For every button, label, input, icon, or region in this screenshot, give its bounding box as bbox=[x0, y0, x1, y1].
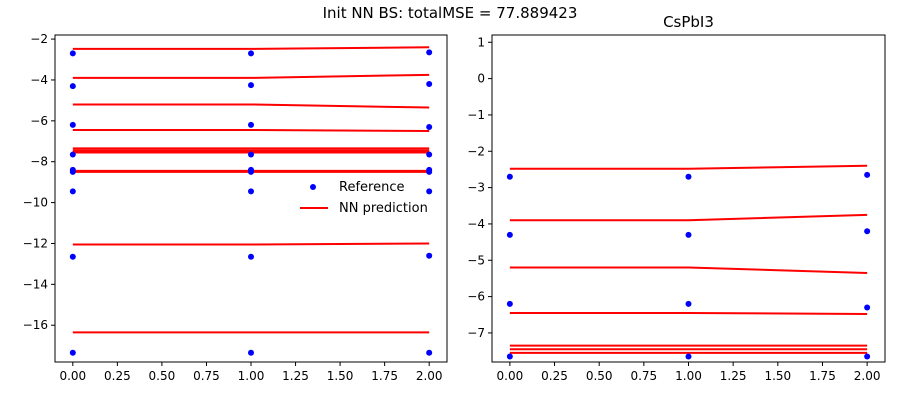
x-tick-label: 1.25 bbox=[720, 369, 747, 383]
x-tick-label: 0.25 bbox=[541, 369, 568, 383]
reference-point bbox=[685, 173, 692, 180]
y-tick-label: −12 bbox=[23, 236, 48, 250]
y-tick-label: −8 bbox=[30, 155, 48, 169]
prediction-line bbox=[72, 103, 430, 109]
reference-point bbox=[248, 166, 254, 173]
figure-suptitle: Init NN BS: totalMSE = 77.889423 bbox=[322, 4, 578, 22]
x-tick-label: 1.50 bbox=[764, 369, 791, 383]
y-tick-label: −4 bbox=[467, 217, 485, 231]
prediction-line bbox=[72, 73, 430, 79]
x-tick-label: 0.25 bbox=[104, 369, 131, 383]
prediction-line bbox=[72, 46, 430, 50]
x-tick-label: 0.75 bbox=[630, 369, 657, 383]
y-tick-label: −7 bbox=[467, 326, 485, 340]
y-tick-label: −3 bbox=[467, 181, 485, 195]
x-tick-label: 1.75 bbox=[809, 369, 836, 383]
plot-area bbox=[69, 46, 433, 356]
left-panel: 0.00 0.25 0.50 0.75 1.00 1.25 1.50 1.75 2.00 −16 −… bbox=[23, 32, 448, 383]
reference-point bbox=[685, 300, 692, 307]
reference-point bbox=[426, 188, 433, 195]
y-tick-label: −2 bbox=[467, 144, 485, 158]
x-tick-label: 0.75 bbox=[193, 369, 220, 383]
prediction-line bbox=[72, 242, 430, 246]
y-tick-label: −2 bbox=[30, 32, 48, 46]
y-tick-label: 1 bbox=[477, 35, 485, 49]
x-tick-label: 0.00 bbox=[59, 369, 86, 383]
y-tick-label: 0 bbox=[477, 72, 485, 86]
reference-point bbox=[248, 82, 254, 89]
plot-area bbox=[506, 164, 871, 360]
y-tick-label: −1 bbox=[467, 108, 485, 122]
reference-point bbox=[69, 83, 76, 90]
reference-point bbox=[426, 123, 433, 130]
prediction-line bbox=[72, 129, 430, 133]
reference-point bbox=[506, 300, 513, 307]
panel-title: CsPbI3 bbox=[663, 13, 714, 31]
x-tick-label: 1.75 bbox=[371, 369, 398, 383]
reference-point bbox=[864, 228, 871, 235]
reference-point bbox=[69, 50, 76, 57]
x-tick-label: 1.00 bbox=[675, 369, 702, 383]
reference-point bbox=[69, 188, 76, 195]
right-panel-cspbi3: 0.00 0.25 0.50 0.75 1.00 1.25 1.50 1.75 2.00 −7 −6… bbox=[467, 13, 886, 383]
reference-point bbox=[506, 353, 513, 360]
reference-point bbox=[864, 353, 871, 360]
prediction-line bbox=[509, 213, 868, 222]
x-tick-label: 2.00 bbox=[854, 369, 881, 383]
x-tick-label: 0.00 bbox=[497, 369, 524, 383]
reference-point bbox=[426, 81, 433, 88]
y-tick-label: −5 bbox=[467, 253, 485, 267]
legend-reference-label: Reference bbox=[339, 180, 404, 195]
legend-reference-marker bbox=[310, 184, 316, 190]
y-tick-label: −6 bbox=[467, 290, 485, 304]
reference-point bbox=[864, 304, 871, 311]
reference-point bbox=[69, 151, 76, 158]
reference-point bbox=[426, 252, 433, 259]
y-tick-label: −4 bbox=[30, 73, 48, 87]
reference-point bbox=[426, 166, 433, 173]
y-tick-label: −10 bbox=[23, 196, 48, 210]
reference-point bbox=[426, 151, 433, 158]
y-tick-label: −16 bbox=[23, 318, 48, 332]
x-tick-label: 1.00 bbox=[238, 369, 265, 383]
reference-point bbox=[248, 121, 254, 128]
y-tick-label: −6 bbox=[30, 114, 48, 128]
reference-point bbox=[69, 349, 76, 356]
reference-point bbox=[426, 49, 433, 56]
reference-point bbox=[248, 349, 254, 356]
reference-point bbox=[685, 231, 692, 238]
reference-point bbox=[506, 173, 513, 180]
reference-point bbox=[426, 349, 433, 356]
x-tick-label: 1.25 bbox=[282, 369, 309, 383]
reference-point bbox=[69, 166, 76, 173]
x-tick-label: 0.50 bbox=[586, 369, 613, 383]
x-tick-label: 1.50 bbox=[327, 369, 354, 383]
reference-point bbox=[69, 253, 76, 260]
reference-point bbox=[248, 50, 254, 57]
reference-point bbox=[248, 188, 254, 195]
x-tick-label: 0.50 bbox=[149, 369, 176, 383]
prediction-line bbox=[509, 164, 868, 170]
y-tick-label: −14 bbox=[23, 277, 48, 291]
reference-point bbox=[506, 231, 513, 238]
x-tick-label: 2.00 bbox=[416, 369, 443, 383]
prediction-line bbox=[509, 311, 868, 316]
reference-point bbox=[685, 353, 692, 360]
legend-prediction-label: NN prediction bbox=[339, 201, 428, 216]
reference-point bbox=[248, 253, 254, 260]
legend: Reference NN prediction bbox=[300, 180, 428, 216]
reference-point bbox=[248, 151, 254, 158]
prediction-line bbox=[509, 266, 868, 274]
reference-point bbox=[69, 121, 76, 128]
reference-point bbox=[864, 171, 871, 178]
